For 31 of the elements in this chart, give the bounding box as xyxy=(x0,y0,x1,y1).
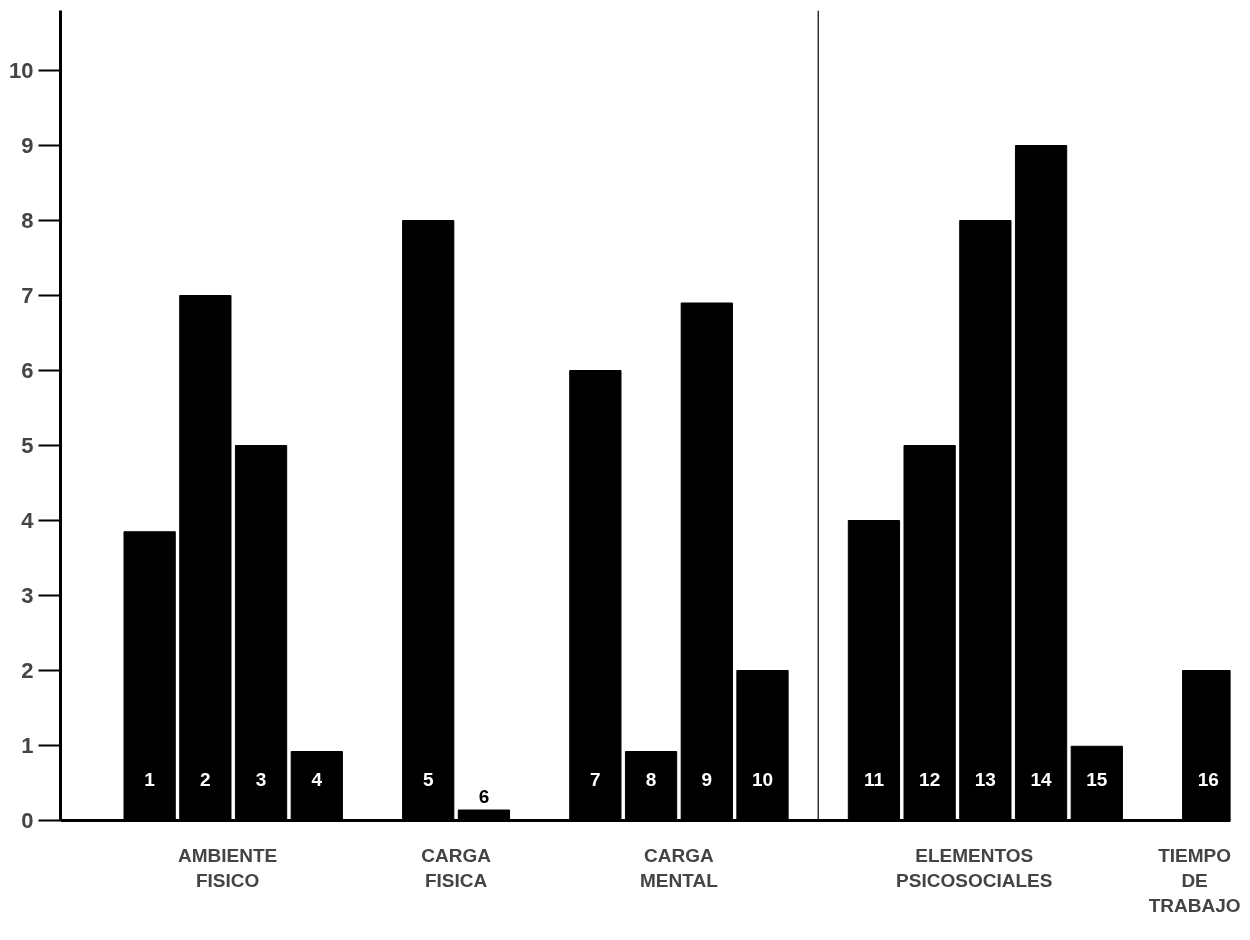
x-tick-label: 9 xyxy=(701,768,713,790)
x-tick-label: 5 xyxy=(422,768,434,790)
x-tick-label: 12 xyxy=(919,768,941,790)
text: CARGA MENTAL xyxy=(640,844,719,891)
x-tick-label: 7 xyxy=(590,768,601,790)
y-tick-label: 6 xyxy=(21,358,34,383)
x-tick-label: 14 xyxy=(1030,768,1053,790)
text: ELEMENTOS PSICOSOCIALES xyxy=(896,844,1053,891)
y-tick-label: 4 xyxy=(21,508,35,533)
y-tick-label: 3 xyxy=(21,583,34,608)
y-tick-label: 1 xyxy=(21,733,34,758)
y-tick-label: 2 xyxy=(21,658,34,683)
x-tick-label: 16 xyxy=(1197,768,1219,790)
text: CARGA FISICA xyxy=(421,844,492,891)
x-tick-label: 1 xyxy=(144,768,156,790)
x-tick-label: 10 xyxy=(751,768,774,790)
x-tick-label: 3 xyxy=(255,768,267,790)
y-tick-label: 0 xyxy=(21,808,34,833)
y-tick-label: 7 xyxy=(21,283,34,308)
x-tick-label: 15 xyxy=(1086,768,1108,790)
y-tick-label: 9 xyxy=(21,133,34,158)
text: AMBIENTE FISICO xyxy=(178,844,278,891)
text: TIEMPO DE TRABAJO xyxy=(1148,844,1241,916)
x-tick-label: 2 xyxy=(200,768,211,790)
x-tick-label: 8 xyxy=(645,768,657,790)
x-tick-label: 11 xyxy=(863,768,885,790)
x-tick-label: 13 xyxy=(974,768,996,790)
y-tick-label: 5 xyxy=(21,433,34,458)
y-tick-label: 10 xyxy=(9,58,34,83)
x-tick-label: 4 xyxy=(311,768,323,790)
y-tick-label: 8 xyxy=(21,208,34,233)
